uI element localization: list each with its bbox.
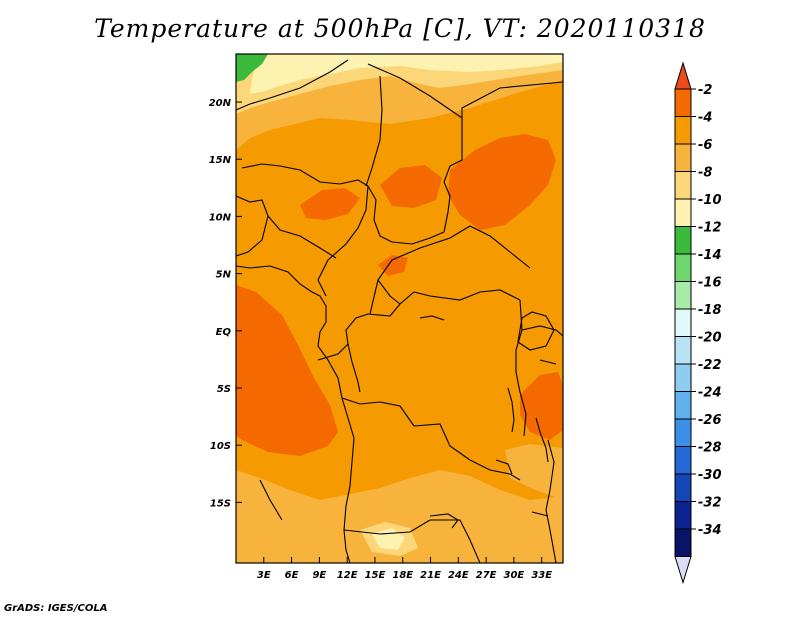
colorbar-swatch: [674, 308, 692, 337]
lon-tick-label: 12E: [337, 570, 358, 581]
lon-tick-label: 9E: [312, 570, 326, 581]
temperature-field-warm-east-south: [520, 372, 563, 440]
map-frame: [235, 53, 564, 564]
colorbar-swatch: [674, 363, 692, 392]
colorbar-swatch: [674, 473, 692, 502]
colorbar-label: -18: [698, 303, 722, 318]
colorbar-swatch: [674, 253, 692, 282]
lon-tick-label: 27E: [476, 570, 497, 581]
colorbar-label: -12: [698, 221, 722, 236]
lat-tick-label: 10N: [209, 212, 232, 223]
lon-tick-label: 15E: [365, 570, 386, 581]
temperature-field-light-southeast: [505, 444, 563, 500]
lon-tick-label: 3E: [257, 570, 271, 581]
colorbar: -2 -4 -6 -8 -10 -12 -14 -16 -18 -20 -22 -24 -26 -28 -3…: [674, 61, 722, 585]
colorbar-label: -32: [698, 496, 722, 511]
colorbar-swatch: [674, 281, 692, 310]
temperature-field-warm-east-north: [448, 134, 556, 230]
lat-tick-label: 5S: [217, 384, 231, 395]
colorbar-label: -28: [698, 441, 722, 456]
lakes: [419, 311, 555, 529]
lat-tick-label: 15S: [210, 498, 231, 509]
lat-tick-label: 5N: [216, 270, 232, 281]
temperature-field-light-south: [236, 470, 563, 563]
lon-tick-label: 18E: [392, 570, 413, 581]
lat-tick-label: 15N: [209, 155, 232, 166]
colorbar-swatch: [674, 171, 692, 200]
colorbar-swatch: [674, 88, 692, 117]
colorbar-label: -34: [698, 523, 722, 538]
colorbar-swatch: [674, 501, 692, 530]
colorbar-label: -14: [698, 248, 722, 263]
temperature-field-warm-ocean: [236, 285, 338, 456]
colorbar-label: -24: [698, 386, 722, 401]
colorbar-swatch: [674, 143, 692, 172]
colorbar-swatch: [674, 528, 692, 557]
map-panel: [236, 54, 563, 563]
colorbar-bottom-arrow: [674, 556, 692, 585]
colorbar-swatch: [674, 391, 692, 420]
lat-tick-label: 10S: [210, 441, 231, 452]
colorbar-label: -2: [698, 83, 712, 98]
country-borders: [236, 59, 563, 563]
colorbar-top-arrow: [674, 61, 692, 90]
colorbar-swatch: [674, 116, 692, 145]
colorbar-label: -20: [698, 331, 722, 346]
lon-tick-label: 30E: [504, 570, 525, 581]
colorbar-label: -4: [698, 111, 712, 126]
colorbar-swatch: [674, 336, 692, 365]
colorbar-label: -26: [698, 413, 722, 428]
colorbar-swatch: [674, 446, 692, 475]
colorbar-swatch: [674, 418, 692, 447]
lon-tick-label: 33E: [531, 570, 552, 581]
lon-tick-label: 6E: [285, 570, 299, 581]
temperature-field-green-corner: [236, 54, 268, 82]
colorbar-swatch: [674, 198, 692, 227]
temperature-field-warm-car: [378, 255, 408, 276]
colorbar-swatch: [674, 226, 692, 255]
temperature-field-warm-nigeria: [300, 188, 360, 220]
colorbar-label: -6: [698, 138, 712, 153]
credit-label: GrADS: IGES/COLA: [4, 603, 108, 614]
colorbar-label: -8: [698, 166, 712, 181]
lon-tick-label: 24E: [448, 570, 469, 581]
colorbar-label: -30: [698, 468, 722, 483]
latitude-axis: 20N 15N 10N 5N EQ 5S 10S 15S: [209, 98, 242, 509]
lon-tick-label: 21E: [420, 570, 441, 581]
longitude-axis: 3E 6E 9E 12E 15E 18E 21E 24E 27E 30E 33E: [257, 557, 552, 581]
lat-tick-label: EQ: [216, 327, 232, 338]
colorbar-label: -10: [698, 193, 722, 208]
colorbar-label: -16: [698, 276, 722, 291]
temperature-field-warm-chad: [380, 165, 442, 208]
page-title: Temperature at 500hPa [C], VT: 202011031…: [94, 14, 706, 43]
lat-tick-label: 20N: [209, 98, 232, 109]
colorbar-label: -22: [698, 358, 722, 373]
temperature-field-palest-north: [250, 54, 563, 94]
